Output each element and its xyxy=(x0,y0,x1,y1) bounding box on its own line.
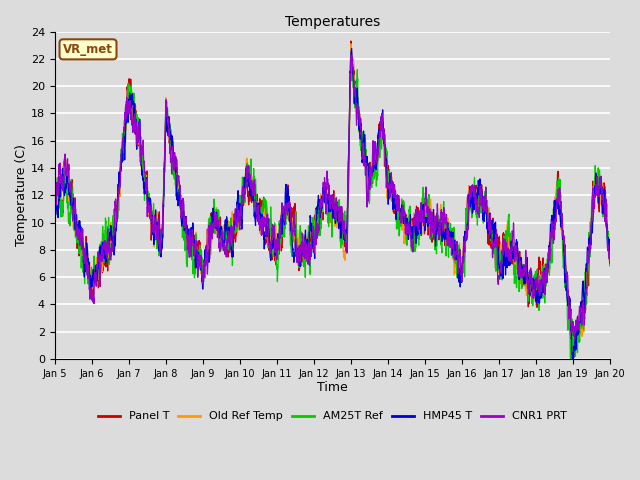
Legend: Panel T, Old Ref Temp, AM25T Ref, HMP45 T, CNR1 PRT: Panel T, Old Ref Temp, AM25T Ref, HMP45 … xyxy=(93,407,572,426)
X-axis label: Time: Time xyxy=(317,382,348,395)
Y-axis label: Temperature (C): Temperature (C) xyxy=(15,144,28,246)
Title: Temperatures: Temperatures xyxy=(285,15,380,29)
Text: VR_met: VR_met xyxy=(63,43,113,56)
